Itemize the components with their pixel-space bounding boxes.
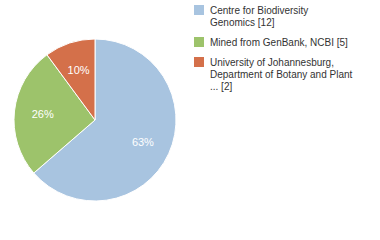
pie-slice: [14, 55, 95, 173]
data-labels: 63% 26% 10%: [32, 64, 154, 148]
legend: Centre for BiodiversityGenomics [12] Mine…: [194, 5, 353, 92]
legend-label-line: Mined from GenBank, NCBI [5]: [210, 37, 348, 48]
legend-label: Mined from GenBank, NCBI [5]: [210, 37, 348, 48]
data-label: 26%: [32, 108, 54, 120]
pie: [14, 39, 176, 201]
legend-label: University of Johannesburg,Department of…: [210, 57, 353, 92]
legend-label-line: ... [2]: [210, 81, 232, 92]
legend-item: Centre for BiodiversityGenomics [12]: [194, 5, 308, 28]
chart-container: 63% 26% 10% Centre for BiodiversityGenomics…: [0, 0, 380, 240]
legend-label: Centre for BiodiversityGenomics [12]: [210, 5, 308, 28]
legend-label-line: University of Johannesburg,: [210, 57, 334, 68]
legend-swatch: [194, 5, 204, 15]
legend-label-line: Department of Botany and Plant: [210, 69, 353, 80]
data-label: 10%: [68, 64, 90, 76]
legend-label-line: Centre for Biodiversity: [210, 5, 308, 16]
chart-svg: 63% 26% 10% Centre for BiodiversityGenomics…: [0, 0, 380, 240]
legend-swatch: [194, 37, 204, 47]
legend-label-line: Genomics [12]: [210, 17, 275, 28]
legend-item: Mined from GenBank, NCBI [5]: [194, 37, 348, 48]
legend-item: University of Johannesburg,Department of…: [194, 57, 353, 92]
data-label: 63%: [132, 136, 154, 148]
pie-slice: [47, 39, 95, 120]
legend-swatch: [194, 57, 204, 67]
